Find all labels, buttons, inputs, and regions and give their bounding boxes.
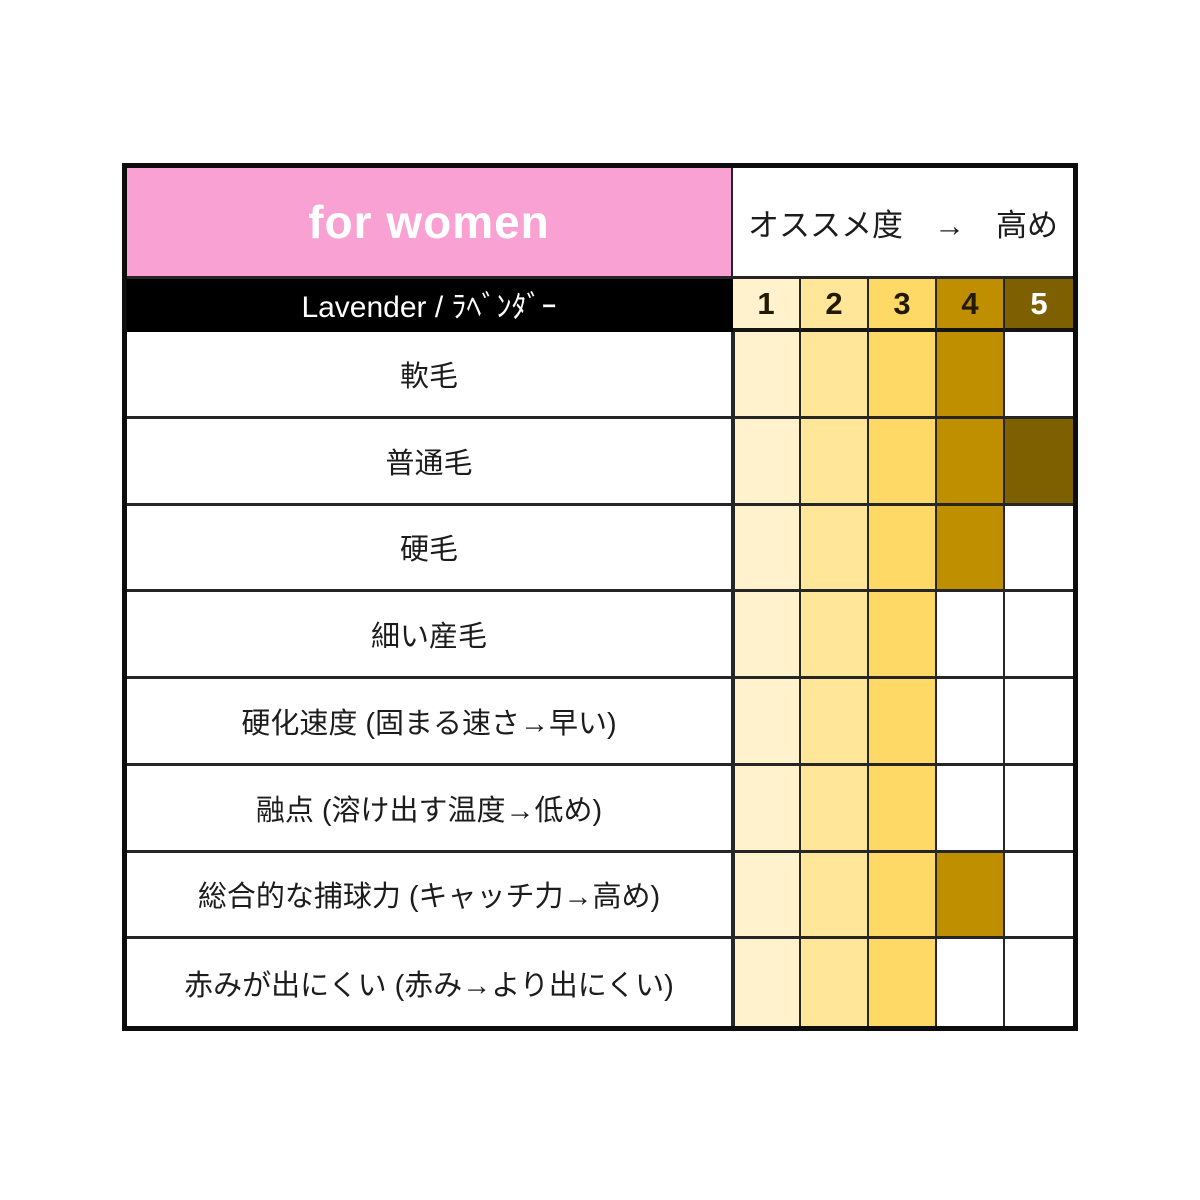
scale-tick-1: 1: [733, 279, 801, 332]
row-label: 軟毛: [127, 332, 733, 419]
rating-cell-r5-c2: [801, 679, 869, 766]
rating-cell-r4-c1: [733, 592, 801, 679]
rating-cell-r3-c5: [1005, 505, 1073, 593]
rating-cell-r6-c2: [801, 765, 869, 853]
scale-tick-5: 5: [1005, 279, 1073, 332]
row-label: 硬毛: [127, 505, 733, 593]
rating-cell-r8-c1: [733, 939, 801, 1026]
rating-cell-r1-c4: [937, 332, 1005, 419]
rating-table: for women オススメ度 → 高め Lavender / ﾗﾍﾞﾝﾀﾞｰ …: [122, 163, 1078, 1031]
recommend-scale-header: オススメ度 → 高め: [733, 168, 1073, 279]
row-label: 細い産毛: [127, 592, 733, 679]
rating-cell-r3-c4: [937, 505, 1005, 593]
rating-cell-r3-c1: [733, 505, 801, 593]
rating-cell-r3-c2: [801, 505, 869, 593]
rating-cell-r8-c3: [869, 939, 937, 1026]
rating-cell-r2-c4: [937, 418, 1005, 506]
rating-cell-r6-c5: [1005, 765, 1073, 853]
rating-cell-r1-c2: [801, 332, 869, 419]
rating-cell-r8-c4: [937, 939, 1005, 1026]
rating-cell-r5-c1: [733, 679, 801, 766]
rating-cell-r7-c3: [869, 852, 937, 940]
rating-cell-r4-c4: [937, 592, 1005, 679]
row-label: 普通毛: [127, 418, 733, 506]
rating-cell-r5-c5: [1005, 679, 1073, 766]
row-label: 硬化速度 (固まる速さ→早い): [127, 679, 733, 766]
rating-cell-r7-c1: [733, 852, 801, 940]
rating-cell-r1-c3: [869, 332, 937, 419]
rating-cell-r4-c3: [869, 592, 937, 679]
rating-cell-r4-c5: [1005, 592, 1073, 679]
rating-cell-r5-c4: [937, 679, 1005, 766]
rating-cell-r4-c2: [801, 592, 869, 679]
row-label: 融点 (溶け出す温度→低め): [127, 765, 733, 853]
row-label: 総合的な捕球力 (キャッチ力→高め): [127, 852, 733, 940]
rating-cell-r1-c1: [733, 332, 801, 419]
rating-cell-r2-c5: [1005, 418, 1073, 506]
scale-tick-2: 2: [801, 279, 869, 332]
rating-cell-r6-c1: [733, 765, 801, 853]
row-label: 赤みが出にくい (赤み→より出にくい): [127, 939, 733, 1026]
scale-tick-4: 4: [937, 279, 1005, 332]
rating-cell-r2-c3: [869, 418, 937, 506]
rating-cell-r8-c5: [1005, 939, 1073, 1026]
rating-cell-r6-c4: [937, 765, 1005, 853]
rating-cell-r7-c4: [937, 852, 1005, 940]
scale-tick-3: 3: [869, 279, 937, 332]
rating-cell-r2-c2: [801, 418, 869, 506]
rating-cell-r2-c1: [733, 418, 801, 506]
for-women-header: for women: [127, 168, 733, 279]
rating-cell-r6-c3: [869, 765, 937, 853]
rating-cell-r8-c2: [801, 939, 869, 1026]
product-name-header: Lavender / ﾗﾍﾞﾝﾀﾞｰ: [127, 279, 733, 332]
rating-cell-r7-c2: [801, 852, 869, 940]
rating-cell-r3-c3: [869, 505, 937, 593]
rating-cell-r7-c5: [1005, 852, 1073, 940]
rating-cell-r1-c5: [1005, 332, 1073, 419]
rating-cell-r5-c3: [869, 679, 937, 766]
